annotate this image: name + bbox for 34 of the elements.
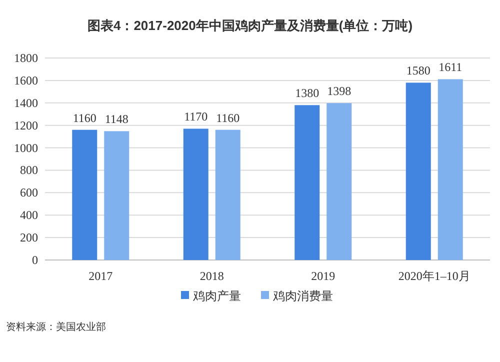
x-tick-label: 2020年1–10月 [398,269,470,283]
y-tick-label: 1800 [14,51,38,65]
data-label: 1170 [184,110,208,124]
bar [326,103,352,260]
y-tick-label: 800 [20,163,38,178]
data-label: 1380 [295,86,320,100]
bar [406,82,431,260]
y-tick-label: 400 [20,208,38,222]
data-label: 1148 [104,112,128,126]
y-tick-label: 1400 [14,96,38,110]
legend-label: 鸡肉产量 [192,289,241,303]
bar [104,131,130,260]
y-tick-label: 1000 [14,140,38,155]
chart-title: 图表4：2017-2020年中国鸡肉产量及消费量(单位：万吨) [87,18,413,33]
data-label: 1611 [438,60,462,74]
bar [215,130,240,260]
bar [72,130,98,260]
bar [294,105,320,260]
text: 资料来源：美国农业部 [6,321,106,333]
y-tick-label: 1200 [14,118,38,132]
legend-label: 鸡肉消费量 [272,289,333,303]
y-tick-label: 600 [20,186,38,200]
data-label: 1398 [327,84,352,98]
x-tick-label: 2019 [311,269,336,283]
y-tick-label: 200 [20,230,38,245]
data-label: 1580 [406,64,430,78]
data-label: 1160 [216,110,240,125]
y-tick-label: 1600 [14,73,38,88]
x-tick-label: 2017 [88,269,113,283]
bar [438,79,463,260]
data-label: 1160 [72,110,96,125]
x-tick-label: 2018 [200,269,224,283]
bar [183,128,208,260]
y-tick-label: 0 [32,253,38,267]
